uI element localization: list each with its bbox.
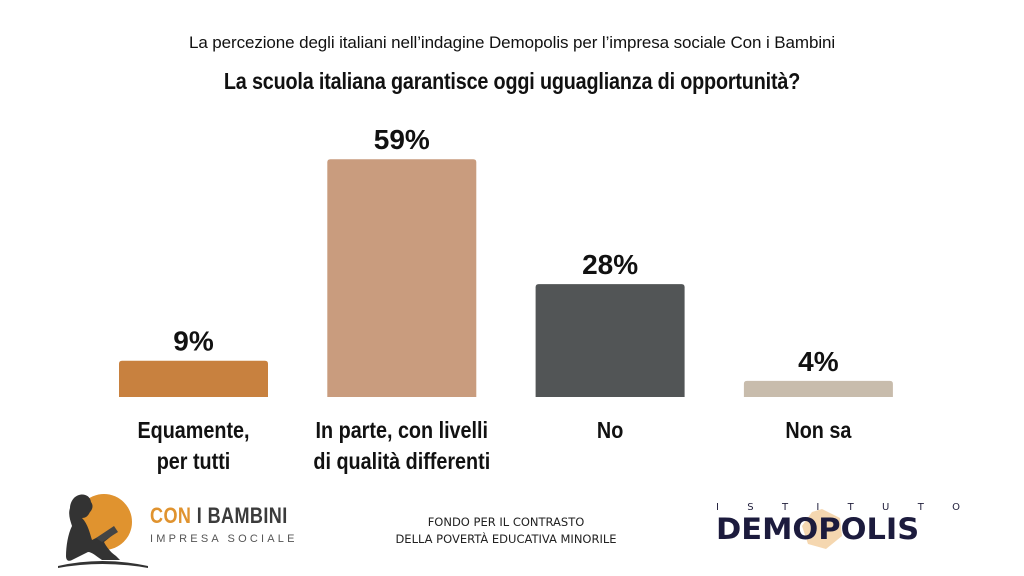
child-reading-book-icon bbox=[58, 494, 148, 568]
istituto-label: I S T I T U T O bbox=[716, 502, 960, 513]
con-i-bambini-name: CON I BAMBINI bbox=[150, 503, 288, 529]
istituto-letter: I bbox=[816, 502, 820, 513]
fund-description: FONDO PER IL CONTRASTO DELLA POVERTÀ EDU… bbox=[356, 514, 656, 548]
istituto-letter: T bbox=[781, 502, 789, 513]
istituto-letter: U bbox=[882, 502, 890, 513]
category-label: di qualità differenti bbox=[313, 449, 490, 475]
chart-title: La scuola italiana garantisce oggi uguag… bbox=[223, 68, 801, 94]
bar-1 bbox=[327, 159, 477, 397]
bar-3 bbox=[743, 380, 893, 397]
demopolis-wordmark: DEMOPOLIS bbox=[716, 512, 920, 546]
category-label: Equamente, bbox=[137, 418, 249, 444]
istituto-letter: O bbox=[952, 502, 960, 513]
value-label: 4% bbox=[798, 346, 839, 377]
bar-2 bbox=[535, 284, 685, 397]
value-label: 28% bbox=[582, 249, 638, 280]
istituto-letter: T bbox=[917, 502, 924, 513]
demopolis-logo: I S T I T U T O DEMOPOLIS bbox=[716, 502, 960, 549]
chart-subtitle: La percezione degli italiani nell’indagi… bbox=[188, 33, 836, 52]
category-label: Non sa bbox=[785, 418, 852, 444]
value-label: 9% bbox=[173, 326, 214, 357]
fund-line-1: FONDO PER IL CONTRASTO bbox=[427, 515, 585, 529]
value-label: 59% bbox=[374, 124, 430, 155]
category-label: In parte, con livelli bbox=[316, 418, 488, 444]
istituto-letter: I bbox=[716, 502, 719, 513]
istituto-letter: S bbox=[747, 502, 754, 513]
bar-0 bbox=[119, 360, 268, 397]
logo-name-part2: I BAMBINI bbox=[196, 503, 288, 528]
category-label: per tutti bbox=[157, 449, 231, 475]
logo-tagline: IMPRESA SOCIALE bbox=[150, 533, 298, 545]
fund-line-2: DELLA POVERTÀ EDUCATIVA MINORILE bbox=[395, 532, 617, 546]
demopolis-hexagon-icon bbox=[802, 509, 842, 549]
istituto-letter: T bbox=[847, 502, 854, 513]
logo-name-part1: CON bbox=[150, 503, 192, 528]
category-label: No bbox=[597, 418, 623, 444]
con-i-bambini-logo bbox=[52, 490, 292, 576]
